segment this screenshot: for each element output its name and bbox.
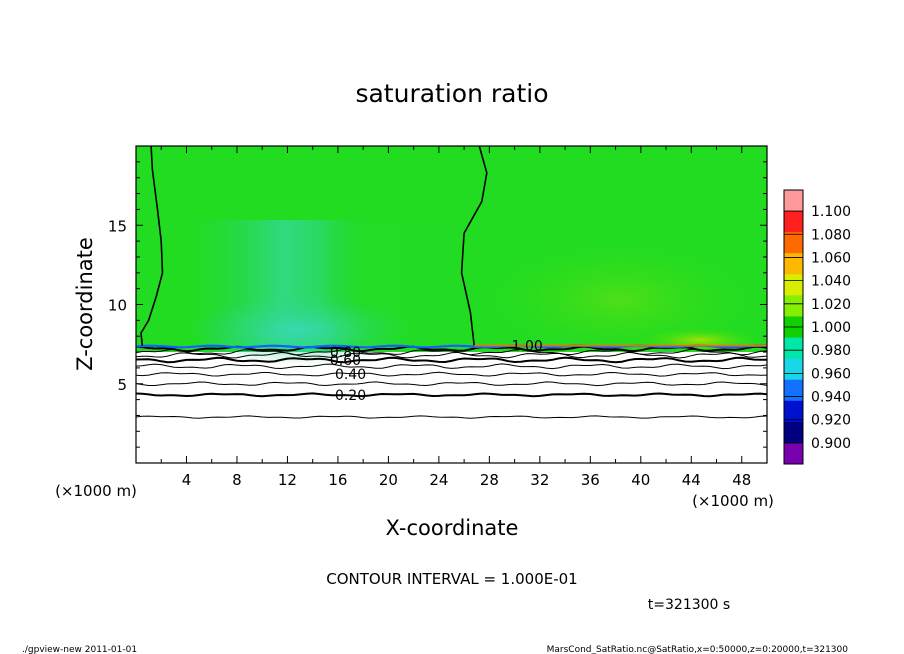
- x-tick-label: 16: [328, 471, 347, 489]
- contour-line: [136, 381, 767, 387]
- colorbar-label: 0.980: [811, 343, 851, 359]
- colorbar-label: 1.020: [811, 297, 851, 313]
- x-tick-label: 40: [631, 471, 650, 489]
- footer-right-text: MarsCond_SatRatio.nc@SatRatio,x=0:50000,…: [547, 645, 849, 654]
- y-tick-label: 10: [108, 297, 127, 315]
- colorbar-swatch: [784, 253, 803, 275]
- contour-label: 1.00: [512, 339, 543, 355]
- footer-left-text: ./gpview-new 2011-01-01: [22, 645, 137, 654]
- y-axis-unit: (×1000 m): [55, 482, 137, 500]
- contour-line: [136, 392, 767, 398]
- colorbar-label: 1.060: [811, 250, 851, 266]
- contour-line-1p00: [140, 146, 164, 346]
- colorbar-swatch: [784, 274, 803, 296]
- colorbar-label: 0.960: [811, 366, 851, 382]
- colorbar-label: 0.900: [811, 436, 851, 452]
- x-axis: 4 8 12 16 20 24 28 32 36 40 44 48: [135, 146, 768, 489]
- x-tick-label: 36: [581, 471, 600, 489]
- x-tick-label: 28: [480, 471, 499, 489]
- x-axis-unit: (×1000 m): [692, 492, 774, 510]
- x-tick-label: 12: [278, 471, 297, 489]
- x-tick-label: 8: [232, 471, 242, 489]
- x-axis-label: X-coordinate: [386, 516, 519, 540]
- y-axis: 5 10 15: [108, 145, 767, 464]
- y-tick-label: 5: [117, 376, 127, 394]
- colorbar: 1.100 1.080 1.060 1.040 1.020 1.000 0.980 0.960…: [783, 189, 851, 465]
- chart-title: saturation ratio: [355, 79, 548, 108]
- contour-lines: [136, 146, 767, 419]
- x-tick-label: 48: [732, 471, 751, 489]
- x-tick-label: 4: [182, 471, 192, 489]
- colorbar-swatch: [784, 358, 803, 381]
- colorbar-label: 0.920: [811, 413, 851, 429]
- colorbar-label: 0.940: [811, 390, 851, 406]
- plot-area: [136, 146, 767, 463]
- colorbar-swatch: [784, 442, 803, 465]
- x-tick-label: 24: [429, 471, 448, 489]
- y-axis-label: Z-coordinate: [73, 237, 97, 371]
- colorbar-label: 1.040: [811, 274, 851, 290]
- colorbar-swatch: [784, 295, 803, 317]
- colorbar-swatch: [784, 337, 803, 360]
- x-tick-label: 20: [379, 471, 398, 489]
- contour-label: 0.80: [330, 345, 361, 361]
- colorbar-swatch: [784, 400, 803, 423]
- y-tick-label: 15: [108, 217, 127, 235]
- colorbar-swatch: [784, 232, 803, 254]
- contour-line: [136, 363, 767, 370]
- contour-label: 0.60: [330, 353, 361, 369]
- contour-line: [136, 415, 767, 419]
- contour-line-1p00: [460, 146, 488, 346]
- x-tick-label: 44: [682, 471, 701, 489]
- contour-label: 0.20: [335, 388, 366, 404]
- colorbar-label: 1.100: [811, 204, 851, 220]
- contour-interval-text: CONTOUR INTERVAL = 1.000E-01: [326, 570, 577, 588]
- dry-region-fill: [136, 352, 767, 463]
- colorbar-swatch: [784, 379, 803, 402]
- contour-line: [136, 351, 767, 359]
- colorbar-swatch: [784, 190, 803, 212]
- colorbar-swatch: [784, 211, 803, 233]
- x-tick-label: 32: [530, 471, 549, 489]
- contour-line: [136, 371, 767, 377]
- contour-labels: 0.20 0.400.600.80 1.00: [330, 339, 543, 404]
- colorbar-label: 1.000: [811, 320, 851, 336]
- time-label: t=321300 s: [648, 597, 730, 613]
- colorbar-swatch: [784, 421, 803, 444]
- contour-line: [136, 356, 767, 364]
- saturation-edge-line: [136, 344, 767, 349]
- colorbar-label: 1.080: [811, 227, 851, 243]
- contour-label: 0.40: [335, 367, 366, 383]
